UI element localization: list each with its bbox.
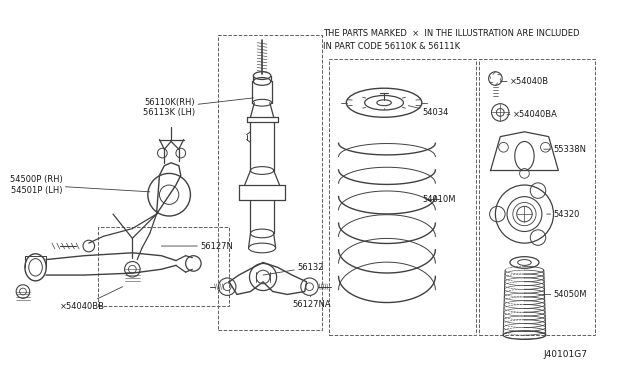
Text: 54500P (RH)
54501P (LH): 54500P (RH) 54501P (LH) [10,175,150,195]
Text: 56127N: 56127N [161,241,233,250]
Text: 56127NA: 56127NA [292,296,331,309]
Bar [99,227,229,306]
Text: 54050M: 54050M [543,290,587,299]
Text: ×54040BB: ×54040BB [60,287,123,311]
Text: 55338N: 55338N [544,145,586,154]
Text: 54320: 54320 [547,209,580,219]
Bar [218,35,322,330]
Text: J40101G7: J40101G7 [543,350,588,359]
Text: 56132: 56132 [263,263,323,275]
Text: ×54040BA: ×54040BA [507,110,557,119]
Text: ×54040B: ×54040B [500,77,549,86]
Text: IN PART CODE 56110K & 56111K: IN PART CODE 56110K & 56111K [323,42,460,51]
Text: 54010M: 54010M [423,195,456,204]
Bar [329,59,476,335]
Text: THE PARTS MARKED  ×  IN THE ILLUSTRATION ARE INCLUDED: THE PARTS MARKED × IN THE ILLUSTRATION A… [323,29,580,38]
Text: 54034: 54034 [408,106,449,117]
Bar [479,59,595,335]
Text: 56110K(RH)
56113K (LH): 56110K(RH) 56113K (LH) [143,98,253,117]
